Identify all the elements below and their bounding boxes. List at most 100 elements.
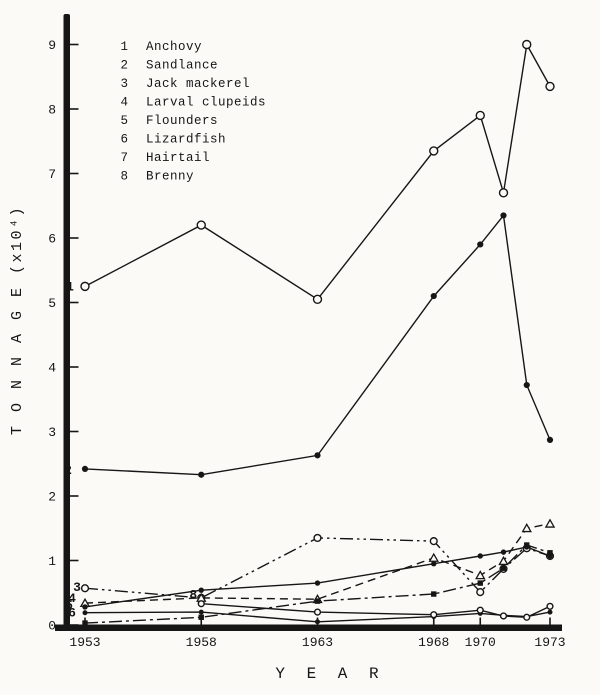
x-tick-label: 1953 bbox=[69, 635, 100, 650]
data-point-filled-square bbox=[82, 620, 88, 626]
series-start-label: 5 bbox=[65, 598, 73, 613]
series-flounders: 5 bbox=[65, 544, 553, 613]
data-point-open-circle bbox=[80, 584, 90, 593]
data-point-filled-circle bbox=[546, 436, 554, 443]
x-axis-title: Y E A R bbox=[275, 665, 384, 683]
data-point-filled-circle bbox=[198, 471, 205, 478]
x-tick-label: 1973 bbox=[534, 635, 565, 650]
series-start-label: 1 bbox=[66, 279, 74, 294]
legend-item-label: Sandlance bbox=[146, 59, 218, 73]
y-tick-label: 7 bbox=[48, 167, 56, 182]
data-point-filled-circle bbox=[198, 609, 204, 615]
data-point-open-circle bbox=[545, 81, 555, 92]
data-point-filled-circle bbox=[500, 212, 507, 219]
x-tick-label: 1963 bbox=[302, 635, 333, 650]
data-point-filled-square bbox=[500, 565, 507, 571]
y-tick-label: 0 bbox=[48, 619, 56, 634]
data-point-open-circle bbox=[523, 613, 531, 621]
series-anchovy: 1 bbox=[66, 39, 555, 304]
data-point-open-circle bbox=[546, 602, 554, 610]
data-point-filled-circle bbox=[314, 452, 321, 459]
x-tick-labels: 1953 1958 1963 1968 1970 1973 bbox=[69, 617, 566, 650]
series-line bbox=[84, 546, 551, 608]
legend-item-number: 4 bbox=[120, 96, 128, 110]
legend-item-label: Brenny bbox=[146, 170, 194, 184]
legend-item-number: 7 bbox=[120, 151, 128, 165]
data-point-open-triangle bbox=[521, 523, 532, 533]
data-point-open-circle bbox=[522, 39, 532, 50]
data-point-open-circle bbox=[80, 281, 90, 292]
data-point-filled-circle bbox=[430, 292, 437, 300]
series-line bbox=[84, 42, 551, 301]
data-point-filled-circle bbox=[315, 619, 320, 625]
y-tick-label: 4 bbox=[48, 361, 56, 376]
y-tick-label: 6 bbox=[48, 232, 56, 247]
data-point-filled-circle bbox=[82, 604, 88, 610]
data-point-open-circle bbox=[476, 588, 485, 597]
series-start-label: 2 bbox=[64, 463, 72, 478]
data-point-open-circle bbox=[312, 294, 323, 304]
series-jack-mackerel: 3 bbox=[73, 533, 555, 603]
data-point-filled-circle bbox=[477, 553, 483, 559]
data-point-open-triangle bbox=[475, 570, 486, 580]
data-point-filled-square bbox=[524, 542, 530, 548]
x-axis bbox=[55, 624, 562, 631]
x-tick-label: 1970 bbox=[465, 635, 496, 650]
data-point-open-circle bbox=[499, 612, 508, 620]
legend-item-number: 2 bbox=[120, 59, 128, 73]
data-point-open-circle bbox=[313, 608, 322, 616]
data-point-filled-circle bbox=[314, 580, 321, 586]
data-point-filled-square bbox=[314, 598, 321, 604]
series-start-label: 7 bbox=[63, 614, 71, 629]
data-point-filled-circle bbox=[523, 381, 530, 389]
data-point-open-circle bbox=[196, 220, 206, 230]
y-tick-label: 8 bbox=[48, 103, 56, 118]
data-point-filled-circle bbox=[82, 610, 88, 616]
series-start-label: 6 bbox=[68, 606, 76, 621]
series-start-label: 8 bbox=[189, 588, 197, 603]
y-tick-label: 1 bbox=[48, 554, 56, 569]
legend-item-number: 5 bbox=[120, 114, 128, 128]
data-point-open-circle bbox=[475, 110, 485, 121]
y-tick-label: 3 bbox=[48, 425, 56, 440]
legend-item-number: 8 bbox=[120, 170, 128, 184]
data-point-filled-circle bbox=[547, 609, 553, 615]
data-point-filled-circle bbox=[431, 561, 437, 567]
legend-item-label: Anchovy bbox=[146, 40, 202, 54]
series-start-label: 3 bbox=[73, 580, 81, 595]
legend-item-label: Hairtail bbox=[146, 151, 210, 165]
data-point-filled-square bbox=[431, 591, 437, 597]
legend: 1 Anchovy 2 Sandlance 3 Jack mackerel 4 Larval … bbox=[120, 40, 266, 184]
series-start-label: 4 bbox=[68, 591, 76, 606]
data-point-open-circle bbox=[498, 188, 509, 198]
legend-item-label: Flounders bbox=[146, 114, 218, 128]
series-brenny: 8 bbox=[189, 588, 554, 621]
data-point-open-triangle bbox=[498, 555, 509, 566]
x-tick-label: 1968 bbox=[418, 635, 449, 650]
data-point-filled-circle bbox=[81, 465, 89, 473]
legend-item-number: 1 bbox=[120, 40, 128, 54]
series-hairtail: 7 bbox=[63, 542, 553, 629]
data-point-filled-square bbox=[198, 614, 204, 620]
series-sandlance: 2 bbox=[64, 212, 554, 478]
x-tick-label: 1958 bbox=[186, 635, 217, 650]
y-tick-label: 9 bbox=[48, 38, 56, 53]
data-point-open-circle bbox=[476, 606, 484, 614]
data-point-open-circle bbox=[429, 146, 439, 156]
series-line bbox=[84, 523, 551, 604]
legend-item-label: Larval clupeids bbox=[146, 96, 266, 110]
legend-item-number: 6 bbox=[120, 133, 128, 147]
data-point-open-circle bbox=[313, 533, 322, 543]
legend-item-label: Jack mackerel bbox=[146, 77, 250, 91]
y-tick-label: 2 bbox=[48, 490, 56, 505]
legend-item-number: 3 bbox=[120, 77, 128, 91]
y-axis bbox=[63, 14, 70, 631]
data-point-filled-circle bbox=[477, 241, 484, 248]
series-line bbox=[84, 213, 551, 476]
data-point-open-triangle bbox=[544, 518, 556, 528]
legend-item-label: Lizardfish bbox=[146, 133, 226, 147]
data-point-filled-square bbox=[547, 550, 553, 556]
